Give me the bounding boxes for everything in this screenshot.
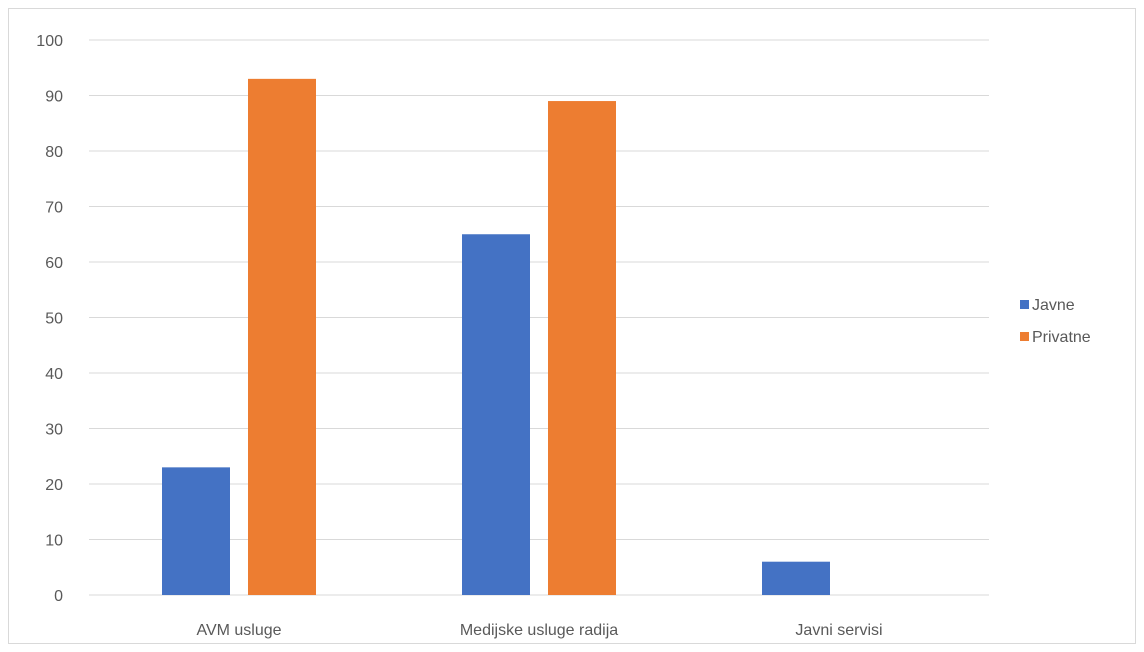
bars (162, 79, 830, 595)
bar-javne-1 (162, 467, 230, 595)
legend: Javne Privatne (1020, 297, 1091, 346)
legend-swatch-privatne (1020, 332, 1029, 341)
y-tick-label: 40 (45, 366, 63, 383)
y-tick-label: 80 (45, 144, 63, 161)
bar-chart: 0 10 20 30 40 50 60 70 80 90 100 AVM usluge Medijsk… (9, 9, 1137, 645)
y-axis-ticks: 0 10 20 30 40 50 60 70 80 90 100 (36, 33, 63, 605)
bar-javne-2 (462, 234, 530, 595)
x-axis-categories: AVM usluge Medijske usluge radija Javni se… (196, 622, 882, 639)
y-tick-label: 100 (36, 33, 63, 50)
legend-swatch-javne (1020, 300, 1029, 309)
legend-label: Privatne (1032, 329, 1091, 346)
bar-javne-3 (762, 562, 830, 595)
legend-label: Javne (1032, 297, 1075, 314)
chart-frame: 0 10 20 30 40 50 60 70 80 90 100 AVM usluge Medijsk… (8, 8, 1136, 644)
bar-privatne-2 (548, 101, 616, 595)
y-tick-label: 90 (45, 89, 63, 106)
y-tick-label: 30 (45, 422, 63, 439)
y-tick-label: 10 (45, 533, 63, 550)
y-tick-label: 20 (45, 477, 63, 494)
y-tick-label: 60 (45, 255, 63, 272)
x-category-label: Medijske usluge radija (460, 622, 618, 639)
x-category-label: Javni servisi (795, 622, 882, 639)
bar-privatne-1 (248, 79, 316, 595)
y-tick-label: 50 (45, 311, 63, 328)
y-tick-label: 0 (54, 588, 63, 605)
x-category-label: AVM usluge (196, 622, 281, 639)
y-tick-label: 70 (45, 200, 63, 217)
